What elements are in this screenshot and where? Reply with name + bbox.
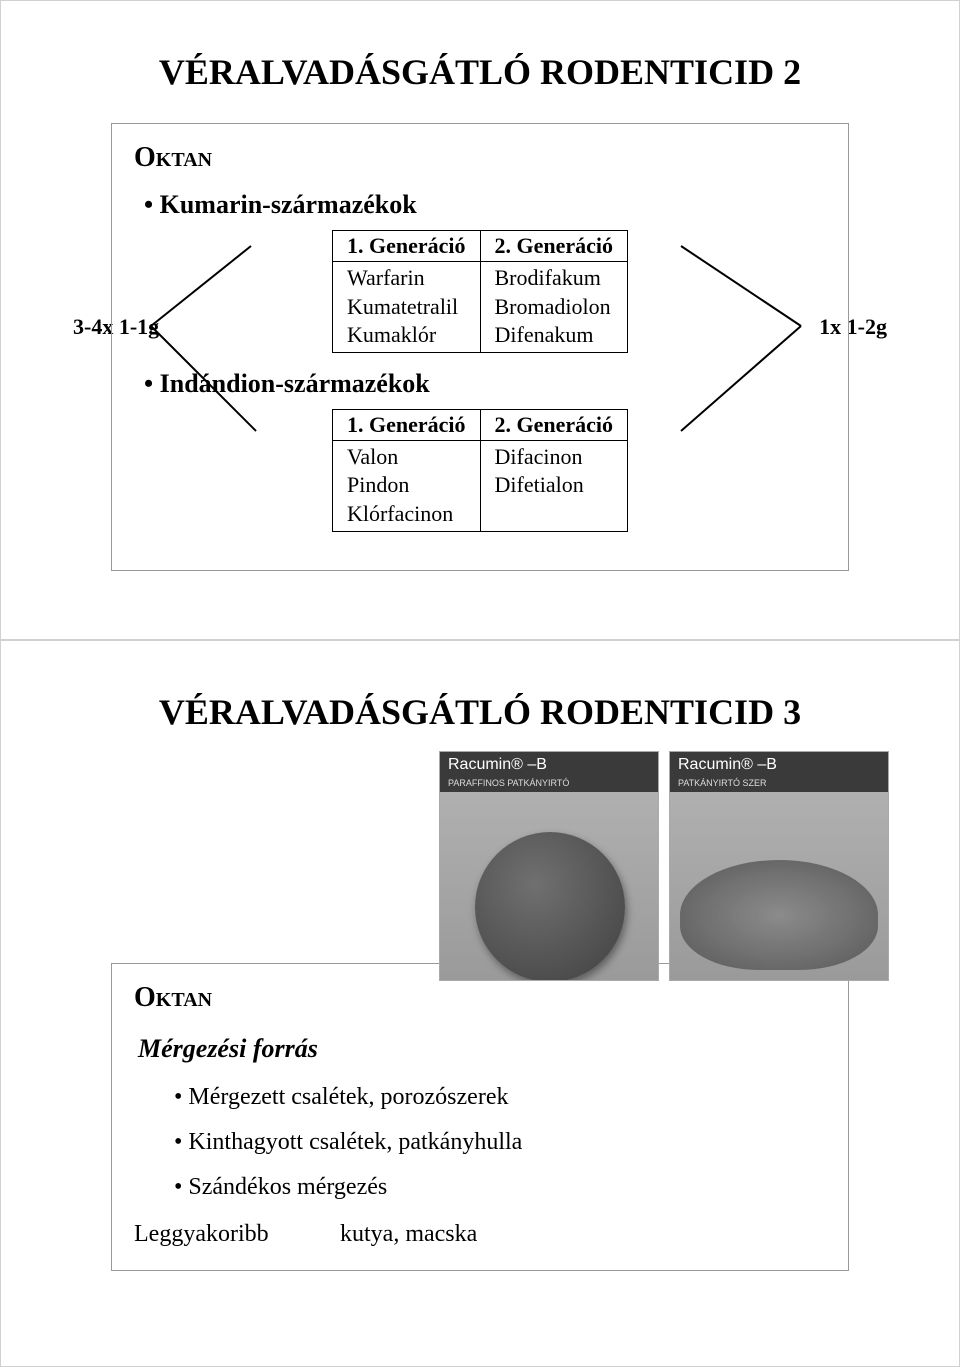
photo-body-1 bbox=[440, 792, 658, 980]
kumarin-heading: Kumarin-származékok bbox=[144, 190, 826, 220]
slide-2: VÉRALVADÁSGÁTLÓ RODENTICID 3 Racumin® –B… bbox=[0, 640, 960, 1367]
product-label-2: Racumin® –B bbox=[670, 752, 888, 778]
product-sub-2: PATKÁNYIRTÓ SZER bbox=[670, 778, 888, 792]
slide-title-2: VÉRALVADÁSGÁTLÓ RODENTICID 3 bbox=[61, 691, 899, 733]
oktan-heading-2: Oktan bbox=[134, 982, 826, 1014]
indandion-col1-header: 1. Generáció bbox=[332, 409, 480, 440]
photo-body-2 bbox=[670, 792, 888, 980]
bait-disc-icon bbox=[475, 832, 625, 981]
kumarin-table: 1. Generáció 2. Generáció Warfarin Kumat… bbox=[332, 230, 628, 353]
product-sub-1: PARAFFINOS PATKÁNYIRTÓ bbox=[440, 778, 658, 792]
indandion-col2-header: 2. Generáció bbox=[480, 409, 628, 440]
product-photo-2: Racumin® –B PATKÁNYIRTÓ SZER bbox=[669, 751, 889, 981]
kumarin-col2-items: Brodifakum Bromadiolon Difenakum bbox=[480, 262, 628, 353]
mergezesi-forras-heading: Mérgezési forrás bbox=[138, 1034, 826, 1064]
indandion-table: 1. Generáció 2. Generáció Valon Pindon K… bbox=[332, 409, 628, 532]
photo-row: Racumin® –B PARAFFINOS PATKÁNYIRTÓ Racum… bbox=[439, 751, 889, 981]
content-box-1: Oktan Kumarin-származékok 1. Generáció 2… bbox=[111, 123, 849, 571]
powder-icon bbox=[680, 860, 878, 970]
content-box-2: Oktan Mérgezési forrás Mérgezett csaléte… bbox=[111, 963, 849, 1271]
slide-title-1: VÉRALVADÁSGÁTLÓ RODENTICID 2 bbox=[61, 51, 899, 93]
source-item-1: Mérgezett csalétek, porozószerek bbox=[174, 1084, 826, 1111]
slide-1: VÉRALVADÁSGÁTLÓ RODENTICID 2 3-4x 1-1g 1… bbox=[0, 0, 960, 640]
kumarin-col1-header: 1. Generáció bbox=[332, 231, 480, 262]
indandion-col1-items: Valon Pindon Klórfacinon bbox=[332, 440, 480, 531]
product-photo-1: Racumin® –B PARAFFINOS PATKÁNYIRTÓ bbox=[439, 751, 659, 981]
footer-label: Leggyakoribb bbox=[134, 1221, 334, 1248]
oktan-heading-1: Oktan bbox=[134, 142, 826, 174]
footer-value: kutya, macska bbox=[340, 1221, 477, 1247]
indandion-col2-items: Difacinon Difetialon bbox=[480, 440, 628, 531]
source-item-3: Szándékos mérgezés bbox=[174, 1174, 826, 1201]
product-label-1: Racumin® –B bbox=[440, 752, 658, 778]
kumarin-col2-header: 2. Generáció bbox=[480, 231, 628, 262]
source-item-2: Kinthagyott csalétek, patkányhulla bbox=[174, 1129, 826, 1156]
indandion-heading: Indándion-származékok bbox=[144, 369, 826, 399]
kumarin-col1-items: Warfarin Kumatetralil Kumaklór bbox=[332, 262, 480, 353]
footer-line: Leggyakoribb kutya, macska bbox=[134, 1221, 826, 1248]
